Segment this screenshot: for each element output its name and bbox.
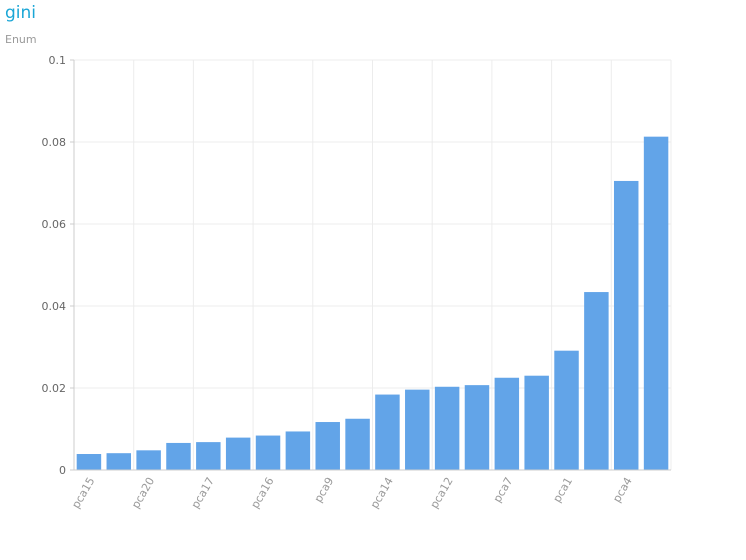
bar[interactable] [106, 453, 132, 470]
x-tick-label: pca1 [550, 475, 575, 505]
bar[interactable] [494, 377, 520, 470]
x-tick-label: pca16 [248, 475, 276, 511]
bar[interactable] [196, 442, 221, 470]
bars [76, 136, 669, 471]
grid-lines [73, 59, 672, 471]
x-tick-label: pca14 [368, 475, 396, 511]
axes [73, 60, 671, 471]
x-tick-label: pca9 [312, 475, 337, 505]
bar[interactable] [315, 422, 340, 470]
y-tick-label: 0.02 [42, 382, 67, 395]
bar[interactable] [434, 386, 460, 470]
bar[interactable] [255, 435, 281, 470]
bar[interactable] [345, 418, 370, 470]
y-tick-label: 0 [59, 464, 66, 477]
x-tick-label: pca20 [129, 475, 157, 511]
bar[interactable] [136, 450, 161, 470]
bar[interactable] [464, 385, 490, 470]
x-tick-label: pca4 [610, 475, 635, 505]
bar[interactable] [643, 136, 669, 471]
bar[interactable] [524, 375, 549, 470]
y-tick-label: 0.06 [42, 218, 67, 231]
chart-subtitle: Enum [5, 33, 37, 46]
x-tick-label: pca15 [69, 475, 97, 511]
bar[interactable] [225, 437, 251, 470]
x-tick-label: pca17 [189, 475, 217, 511]
y-axis-ticks: 0 0.02 0.04 0.06 0.08 0.1 [42, 54, 74, 477]
bar[interactable] [405, 389, 430, 470]
bar[interactable] [166, 442, 191, 470]
x-tick-label: pca7 [491, 475, 516, 505]
bar[interactable] [285, 431, 311, 470]
y-tick-label: 0.08 [42, 136, 67, 149]
x-axis-ticks: pca15 pca20 pca17 pca16 pca9 pca14 pca12 pca7 pc… [69, 475, 634, 511]
bar[interactable] [375, 394, 400, 470]
x-tick-label: pca12 [428, 475, 456, 511]
bar[interactable] [613, 180, 639, 470]
y-tick-label: 0.1 [49, 54, 67, 67]
bar[interactable] [554, 350, 579, 470]
chart-title: gini [5, 3, 37, 23]
y-tick-label: 0.04 [42, 300, 67, 313]
bar[interactable] [584, 292, 609, 470]
bar[interactable] [76, 454, 102, 470]
